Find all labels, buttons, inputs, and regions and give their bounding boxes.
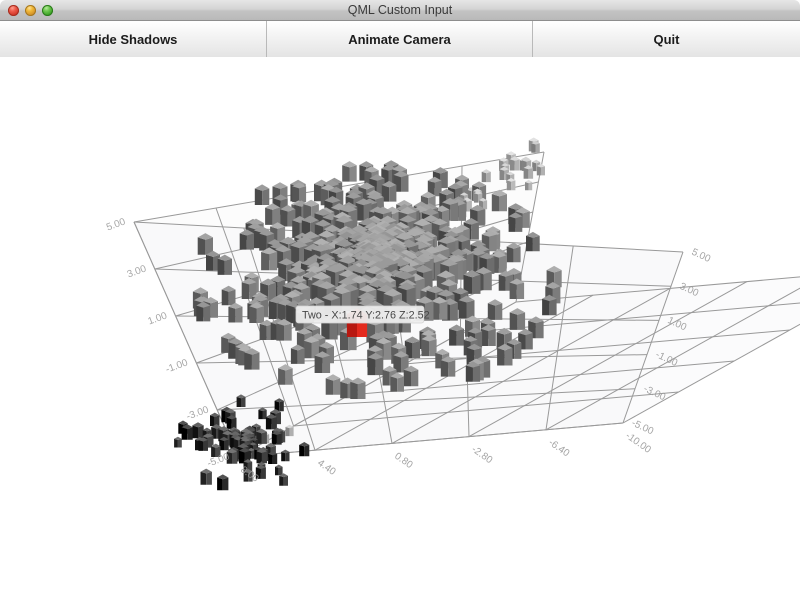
svg-text:Two - X:1.74 Y:2.76 Z:2.52: Two - X:1.74 Y:2.76 Z:2.52 [302, 310, 430, 322]
